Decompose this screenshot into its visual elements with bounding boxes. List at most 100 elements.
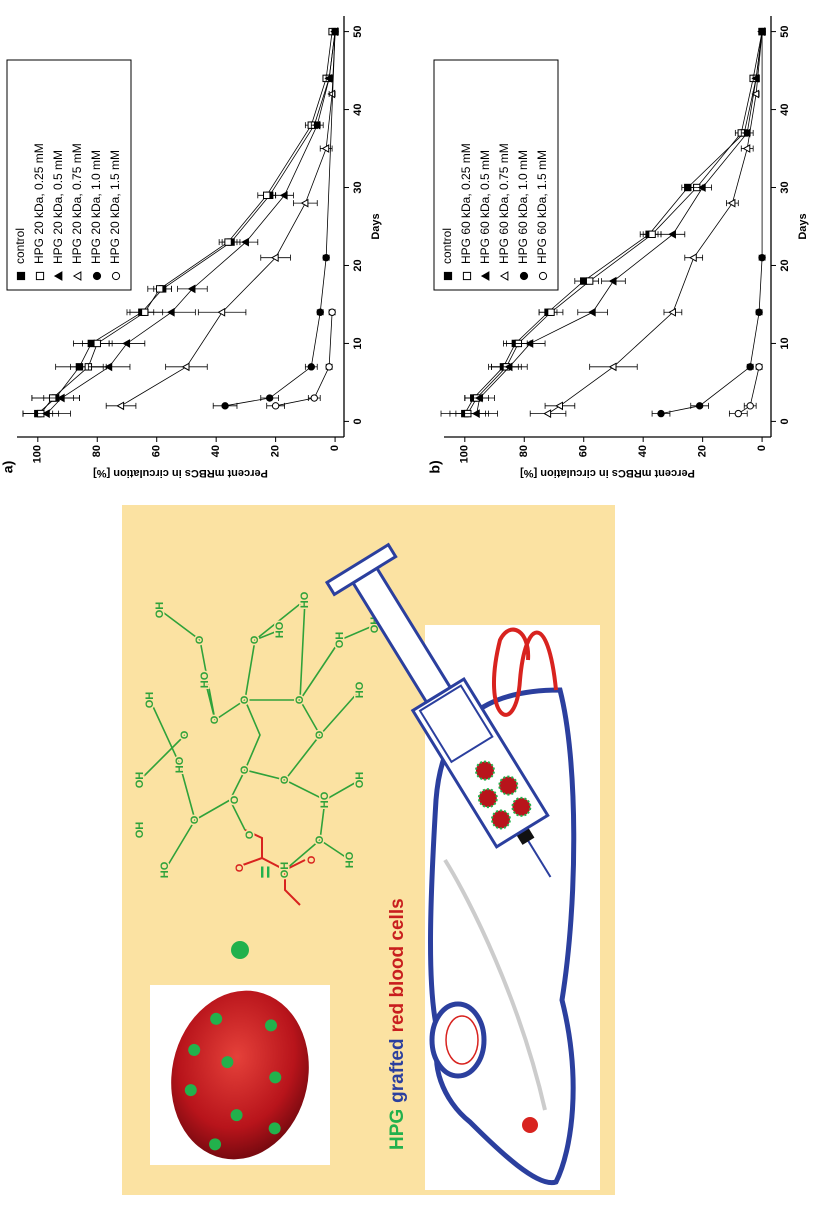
marker: [463, 272, 470, 279]
marker: [759, 28, 765, 34]
legend-label: control: [440, 228, 454, 264]
marker: [311, 395, 317, 401]
marker: [323, 254, 329, 260]
marker: [326, 364, 332, 370]
x-tick-label: 50: [352, 25, 364, 37]
legend-label: HPG 60 kDa, 1.5 mM: [535, 150, 549, 264]
marker: [332, 28, 338, 34]
marker: [756, 364, 762, 370]
y-tick-label: 0: [329, 445, 341, 451]
polymer-label: O: [239, 765, 251, 774]
polymer-label: HO: [354, 681, 366, 698]
x-axis-title: Days: [797, 213, 809, 239]
fit-line: [276, 312, 332, 406]
y-tick-label: 40: [637, 445, 649, 457]
marker: [696, 403, 702, 409]
y-tick-label: 20: [697, 445, 709, 457]
marker: [539, 272, 546, 279]
marker: [556, 402, 562, 409]
legend-label: HPG 20 kDa, 0.25 mM: [32, 143, 46, 264]
x-tick-label: 40: [779, 103, 791, 115]
marker: [308, 364, 314, 370]
y-tick-label: 100: [459, 445, 471, 463]
polymer-label: OH: [334, 632, 346, 649]
marker: [183, 363, 189, 370]
marker: [156, 286, 162, 292]
y-axis-title: Percent mRBCs in circulation [%]: [93, 467, 268, 479]
polymer-label: HO: [159, 861, 171, 878]
polymer-label: O: [189, 815, 201, 824]
polymer-label: OH: [134, 822, 146, 839]
marker: [649, 231, 655, 237]
marker: [729, 200, 735, 207]
y-tick-label: 100: [32, 445, 44, 463]
legend-label: HPG 60 kDa, 0.5 mM: [478, 150, 492, 264]
polymer-label: O: [209, 715, 221, 724]
polymer-label: O: [194, 635, 206, 644]
fit-line: [121, 32, 335, 406]
x-tick-label: 30: [352, 181, 364, 193]
fit-line: [548, 32, 762, 414]
polymer-label: O: [179, 730, 191, 739]
legend-label: HPG 60 kDa, 0.75 mM: [497, 143, 511, 264]
marker: [685, 184, 691, 190]
marker: [520, 272, 527, 279]
marker: [444, 272, 451, 279]
polymer-label: O: [279, 775, 291, 784]
marker: [93, 272, 100, 279]
caption: HPGgraftedred blood cells: [387, 898, 408, 1150]
schematic: = HPGgraftedred blood cells OHHOOHHOOOOH…: [122, 505, 615, 1195]
x-tick-label: 20: [352, 259, 364, 271]
legend-label: HPG 60 kDa, 0.25 mM: [459, 143, 473, 264]
marker: [266, 395, 272, 401]
ketone-label: O: [234, 863, 246, 872]
marker: [168, 309, 174, 316]
panel-label: a): [0, 461, 16, 473]
marker: [747, 364, 753, 370]
polymer-label: O: [294, 695, 306, 704]
marker: [94, 340, 100, 346]
polymer-label: O: [249, 635, 261, 644]
marker: [302, 200, 308, 207]
marker: [586, 278, 592, 284]
marker: [610, 278, 616, 285]
legend-label: HPG 60 kDa, 1.0 mM: [516, 150, 530, 264]
polymer-label: HO: [319, 791, 331, 808]
marker: [317, 309, 323, 315]
polymer-label: O: [314, 835, 326, 844]
legend-label: HPG 20 kDa, 1.0 mM: [89, 150, 103, 264]
x-tick-label: 50: [779, 25, 791, 37]
graft-symbol: [231, 941, 249, 959]
legend-label: HPG 20 kDa, 1.5 mM: [108, 150, 122, 264]
mouse-ear: [432, 1004, 484, 1076]
marker: [117, 402, 123, 409]
figure: = HPGgraftedred blood cells OHHOOHHOOOOH…: [0, 0, 813, 1208]
marker: [123, 340, 129, 347]
x-tick-label: 0: [779, 418, 791, 424]
polymer-label: O: [314, 730, 326, 739]
marker: [735, 410, 741, 416]
page: = HPGgraftedred blood cells OHHOOHHOOOOH…: [0, 0, 813, 1208]
fit-line: [225, 32, 335, 406]
legend-label: HPG 20 kDa, 0.75 mM: [70, 143, 84, 264]
x-tick-label: 30: [779, 181, 791, 193]
polymer-label: O: [229, 795, 241, 804]
polymer-label: HO: [174, 756, 186, 773]
marker: [473, 410, 479, 417]
marker: [759, 254, 765, 260]
y-axis-title: Percent mRBCs in circulation [%]: [520, 467, 695, 479]
polymer-label: OH: [154, 602, 166, 619]
marker: [264, 192, 270, 198]
caption-hpg: HPG: [387, 1109, 408, 1150]
marker: [756, 309, 762, 315]
marker: [589, 309, 595, 316]
marker: [747, 403, 753, 409]
caption-rbc: red blood cells: [387, 898, 408, 1032]
marker: [658, 410, 664, 416]
marker: [218, 309, 224, 316]
y-tick-label: 80: [91, 445, 103, 457]
y-tick-label: 80: [518, 445, 530, 457]
marker: [272, 403, 278, 409]
marker: [544, 410, 550, 417]
